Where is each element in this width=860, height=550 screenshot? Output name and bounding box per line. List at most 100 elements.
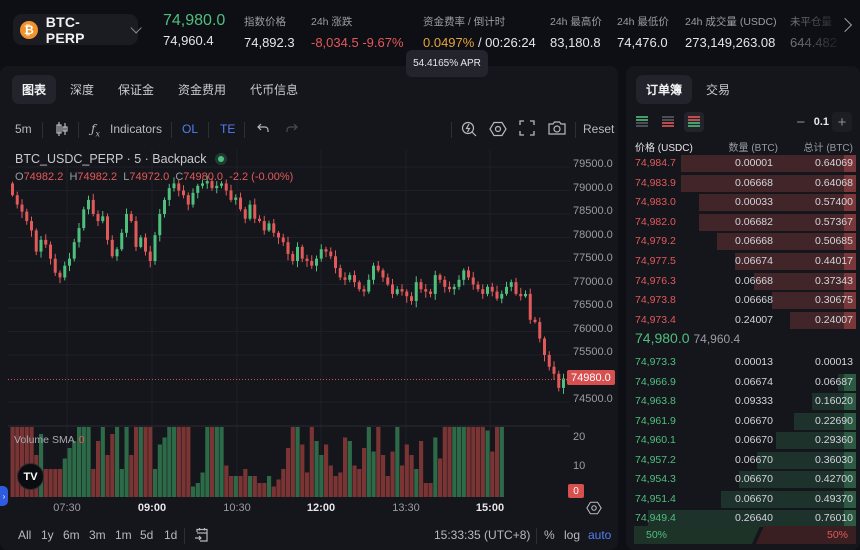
reset-button[interactable]: Reset [583, 122, 615, 136]
tick-decrease-button[interactable]: − [796, 113, 806, 131]
orderbook-mark-price: 74,960.4 [693, 332, 741, 346]
log-scale-toggle[interactable]: log [564, 528, 581, 542]
bid-row[interactable]: 74,961.9 0.06670 0.22690 [626, 412, 860, 432]
ask-row[interactable]: 74,973.8 0.06668 0.30675 [626, 291, 860, 311]
tab-funding[interactable]: 资金费用 [178, 83, 227, 97]
redo-icon[interactable] [285, 121, 299, 138]
order-price: 74,960.1 [635, 434, 676, 446]
order-total: 0.00013 [815, 356, 853, 368]
lightning-search-icon[interactable] [460, 120, 478, 141]
order-price: 74,984.7 [635, 157, 676, 169]
tab-orderbook[interactable]: 订单簿 [636, 75, 693, 104]
tab-chart[interactable]: 图表 [12, 75, 57, 104]
ask-ratio: 50% [826, 529, 848, 541]
tab-margin[interactable]: 保证金 [118, 83, 155, 97]
tab-token-info[interactable]: 代币信息 [250, 83, 299, 97]
bid-row[interactable]: 74,957.2 0.06670 0.36030 [626, 451, 860, 471]
auto-scale-toggle[interactable]: auto [588, 528, 612, 542]
order-total: 0.24007 [815, 313, 853, 326]
stat-24h-change: 24h 涨跌 -8,034.5 -9.67% [311, 16, 404, 50]
order-price: 74,976.3 [635, 274, 676, 287]
indicators-button[interactable]: Indicators [110, 122, 163, 136]
bid-row[interactable]: 74,949.4 0.26640 0.76010 [626, 509, 860, 529]
order-total: 0.49370 [815, 492, 853, 505]
order-total: 0.76010 [815, 512, 853, 524]
price-axis-label: 76000.0 [573, 322, 613, 335]
bid-row[interactable]: 74,973.3 0.00013 0.00013 [626, 353, 860, 373]
order-price: 74,963.8 [635, 395, 676, 407]
market-selector[interactable]: ₿ BTC-PERP [13, 13, 142, 46]
ask-row[interactable]: 74,977.5 0.06674 0.44017 [626, 252, 860, 272]
time-axis[interactable]: 07:30 09:00 10:30 12:00 13:30 15:00 [8, 499, 568, 517]
range-1y[interactable]: 1y [41, 528, 54, 542]
order-qty: 0.06668 [735, 176, 773, 189]
range-6m[interactable]: 6m [63, 528, 80, 542]
stat-24h-low: 24h 最低价 74,476.0 [617, 16, 669, 50]
bid-ratio: 50% [646, 529, 668, 541]
ask-row[interactable]: 74,982.0 0.06682 0.57367 [626, 213, 860, 233]
fx-icon[interactable]: ƒx [91, 122, 100, 139]
range-3m[interactable]: 3m [89, 528, 106, 542]
time-axis-label: 13:30 [392, 502, 420, 514]
orderbook-asks-icon[interactable] [658, 112, 678, 132]
market-symbol: BTC-PERP [45, 13, 85, 46]
bid-row[interactable]: 74,951.4 0.06670 0.49370 [626, 490, 860, 510]
time-axis-label: 07:30 [53, 502, 81, 514]
ol-button[interactable]: OL [182, 122, 199, 136]
price-axis-label: 74500.0 [573, 393, 613, 405]
interval-button[interactable]: 5m [15, 122, 32, 136]
ask-row[interactable]: 74,979.2 0.06668 0.50685 [626, 232, 860, 252]
order-total: 0.64069 [815, 157, 853, 169]
order-qty: 0.06668 [735, 274, 773, 287]
orderbook-both-icon[interactable] [632, 112, 652, 132]
expand-sidebar-handle[interactable]: › [0, 486, 8, 506]
candlestick-icon[interactable] [55, 121, 69, 140]
tradingview-logo[interactable]: TV [17, 463, 44, 490]
camera-icon[interactable] [548, 120, 566, 139]
volume-current-tag: 0 [568, 484, 584, 498]
tab-trades[interactable]: 交易 [706, 83, 731, 97]
ask-row[interactable]: 74,976.3 0.06668 0.37343 [626, 272, 860, 292]
bid-row[interactable]: 74,954.3 0.06670 0.42700 [626, 470, 860, 490]
order-total: 0.30675 [815, 294, 853, 307]
bid-row[interactable]: 74,963.8 0.09333 0.16020 [626, 392, 860, 412]
ask-row[interactable]: 74,973.4 0.24007 0.24007 [626, 311, 860, 331]
te-button[interactable]: TE [220, 122, 236, 136]
fullscreen-icon[interactable] [519, 120, 535, 139]
order-total: 0.64068 [815, 176, 853, 189]
order-qty: 0.06670 [735, 434, 773, 446]
calendar-goto-icon[interactable] [194, 527, 210, 546]
ask-row[interactable]: 74,983.0 0.00033 0.57400 [626, 193, 860, 213]
axis-settings-icon[interactable] [586, 500, 602, 521]
range-all[interactable]: All [18, 528, 32, 542]
tab-depth[interactable]: 深度 [70, 83, 95, 97]
order-price: 74,982.0 [635, 215, 676, 228]
gear-hex-icon[interactable] [489, 120, 507, 141]
orderbook-spread: 74,980.0 74,960.4 [635, 330, 740, 346]
orderbook-bids-icon[interactable] [684, 112, 704, 132]
range-5d[interactable]: 5d [140, 528, 154, 542]
percent-scale-toggle[interactable]: % [544, 528, 555, 542]
order-price: 74,983.9 [635, 176, 676, 189]
price-axis[interactable]: 79500.0 79000.0 78500.0 78000.0 77500.0 77000… [567, 150, 618, 508]
stat-funding-rate[interactable]: 资金费率 / 倒计时 0.0497% / 00:26:24 [423, 16, 536, 50]
range-1d[interactable]: 1d [164, 528, 178, 542]
order-qty: 0.06668 [735, 294, 773, 307]
chart-clock[interactable]: 15:33:35 (UTC+8) [434, 528, 531, 542]
orderbook-panel: 订单簿 交易 − 0.1 + 价格 (USDC) 数量 (BTC) 总计 (BT… [626, 66, 860, 550]
funding-apr-tooltip: 54.4165% APR [406, 50, 488, 77]
range-1m[interactable]: 1m [115, 528, 132, 542]
bid-row[interactable]: 74,966.9 0.06674 0.06687 [626, 373, 860, 393]
live-status-icon [214, 153, 227, 165]
order-price: 74,979.2 [635, 235, 676, 248]
order-qty: 0.06670 [735, 453, 773, 466]
bitcoin-logo-icon: ₿ [20, 20, 38, 39]
ask-row[interactable]: 74,984.7 0.00001 0.64069 [626, 154, 860, 174]
bid-row[interactable]: 74,960.1 0.06670 0.29360 [626, 431, 860, 451]
ask-row[interactable]: 74,983.9 0.06668 0.64068 [626, 174, 860, 194]
top-bar: ₿ BTC-PERP 74,980.0 74,960.4 指数价格 74,892… [0, 0, 860, 60]
chevron-right-icon[interactable] [837, 17, 853, 33]
undo-icon[interactable] [256, 121, 270, 138]
candlestick-chart[interactable] [8, 150, 570, 498]
tick-increase-button[interactable]: + [832, 112, 852, 132]
